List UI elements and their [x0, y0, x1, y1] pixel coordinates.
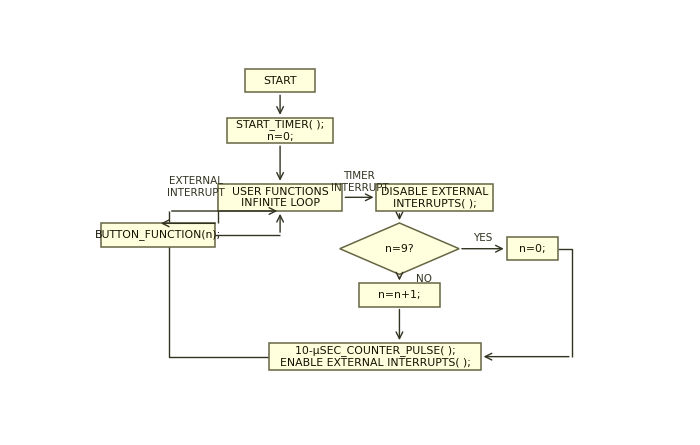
Text: n=9?: n=9?: [385, 244, 414, 254]
Text: DISABLE EXTERNAL
INTERRUPTS( );: DISABLE EXTERNAL INTERRUPTS( );: [381, 186, 489, 208]
Text: START: START: [263, 76, 297, 86]
FancyBboxPatch shape: [218, 184, 342, 211]
Text: USER FUNCTIONS
INFINITE LOOP: USER FUNCTIONS INFINITE LOOP: [232, 186, 328, 208]
FancyBboxPatch shape: [228, 117, 333, 143]
FancyBboxPatch shape: [245, 69, 315, 93]
FancyBboxPatch shape: [270, 343, 481, 370]
Text: BUTTON_FUNCTION(n);: BUTTON_FUNCTION(n);: [95, 230, 221, 240]
Text: YES: YES: [473, 234, 493, 243]
Polygon shape: [340, 223, 459, 275]
Text: n=0;: n=0;: [519, 244, 546, 254]
FancyBboxPatch shape: [101, 223, 215, 247]
FancyBboxPatch shape: [358, 283, 440, 307]
Text: n=n+1;: n=n+1;: [378, 290, 421, 300]
Text: EXTERNAL
INTERRUPT: EXTERNAL INTERRUPT: [167, 176, 225, 198]
Text: NO: NO: [416, 274, 432, 284]
Text: START_TIMER( );
n=0;: START_TIMER( ); n=0;: [236, 119, 324, 142]
FancyBboxPatch shape: [377, 184, 493, 211]
FancyBboxPatch shape: [507, 237, 558, 260]
Text: TIMER
INTERRUPT: TIMER INTERRUPT: [330, 171, 388, 193]
Text: 10-μSEC_COUNTER_PULSE( );
ENABLE EXTERNAL INTERRUPTS( );: 10-μSEC_COUNTER_PULSE( ); ENABLE EXTERNA…: [279, 345, 470, 368]
